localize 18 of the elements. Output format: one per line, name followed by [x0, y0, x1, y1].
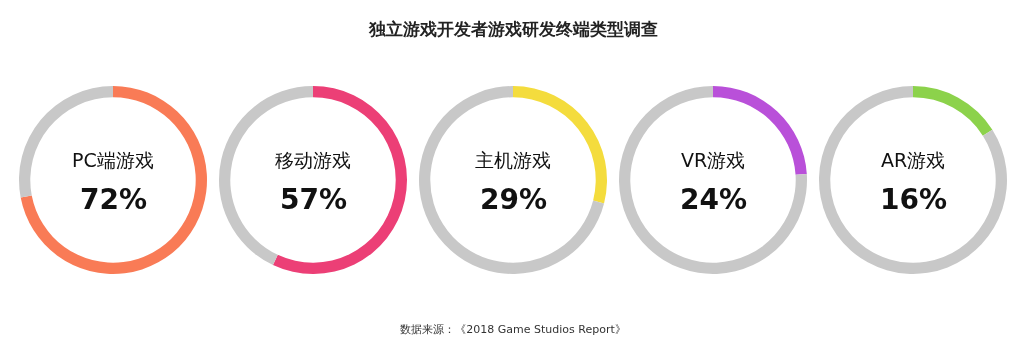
donut-slice [913, 86, 993, 136]
slice-label: AR游戏 [881, 149, 946, 171]
source-note: 数据来源：《2018 Game Studios Report》 [399, 322, 627, 337]
data-label: 57% [280, 183, 348, 216]
donut-slice [419, 86, 605, 274]
slice-label: 移动游戏 [275, 149, 351, 171]
donut-slice [819, 86, 1007, 274]
slice-label: 主机游戏 [475, 149, 551, 171]
data-label: 29% [480, 183, 548, 216]
slice-label: VR游戏 [681, 149, 746, 171]
data-label: 16% [880, 183, 948, 216]
chart-title: 独立游戏开发者游戏研发终端类型调查 [367, 18, 659, 41]
slice-label: PC端游戏 [72, 149, 154, 171]
donut-slice [20, 86, 207, 274]
donut-slice [619, 86, 807, 274]
data-label: 72% [80, 183, 148, 216]
donut-slice [272, 86, 407, 274]
data-label: 24% [680, 183, 748, 216]
